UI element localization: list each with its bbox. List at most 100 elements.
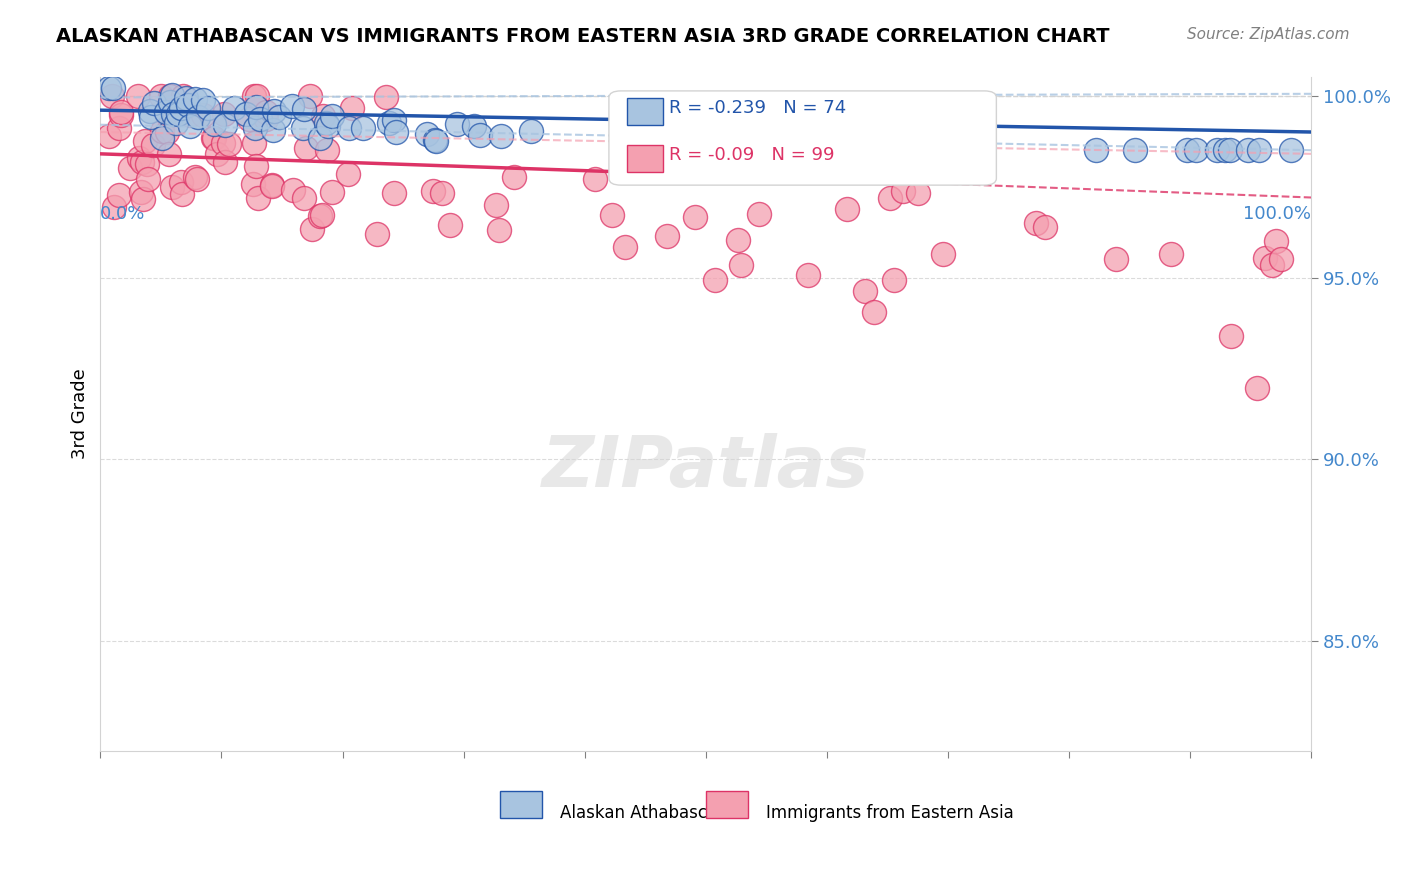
Point xyxy=(315,143,337,157)
Point xyxy=(312,109,335,123)
Point xyxy=(108,120,131,135)
Point xyxy=(352,121,374,136)
Point xyxy=(254,112,277,126)
Text: 0.0%: 0.0% xyxy=(100,205,146,223)
Point xyxy=(600,208,623,222)
Point xyxy=(879,190,901,204)
Point xyxy=(212,136,235,150)
Point xyxy=(375,90,398,104)
Point xyxy=(101,88,124,103)
Point xyxy=(139,111,162,125)
Point xyxy=(366,227,388,241)
Point xyxy=(187,111,209,125)
Text: Source: ZipAtlas.com: Source: ZipAtlas.com xyxy=(1187,27,1350,42)
Point xyxy=(157,146,180,161)
Point xyxy=(1270,252,1292,266)
Point xyxy=(150,88,173,103)
Point xyxy=(262,123,284,137)
Point xyxy=(179,108,201,122)
Point xyxy=(243,136,266,150)
Point xyxy=(214,155,236,169)
Point xyxy=(292,191,315,205)
Point xyxy=(1185,143,1208,157)
Point xyxy=(205,146,228,161)
Point xyxy=(891,184,914,198)
Point xyxy=(172,88,194,103)
Point xyxy=(254,104,277,119)
Text: R = -0.09   N = 99: R = -0.09 N = 99 xyxy=(669,146,835,164)
Point xyxy=(382,113,405,128)
Point xyxy=(1237,143,1260,157)
Point xyxy=(136,172,159,186)
Point xyxy=(202,130,225,145)
Point xyxy=(416,127,439,141)
Point xyxy=(246,88,269,103)
Point xyxy=(309,131,332,145)
Point xyxy=(110,105,132,120)
Point xyxy=(247,191,270,205)
Point xyxy=(1246,381,1268,395)
Point xyxy=(186,172,208,186)
Point xyxy=(262,178,284,193)
Point xyxy=(1084,143,1107,157)
Point xyxy=(704,273,727,287)
Point xyxy=(683,210,706,224)
Point xyxy=(166,116,188,130)
Point xyxy=(337,167,360,181)
Point xyxy=(883,143,905,157)
Point xyxy=(1105,252,1128,266)
Point xyxy=(655,229,678,244)
Point xyxy=(468,128,491,142)
Point xyxy=(184,170,207,185)
Point xyxy=(485,198,508,212)
Point xyxy=(378,115,401,129)
Point xyxy=(167,106,190,120)
Point xyxy=(155,125,177,139)
Point xyxy=(309,209,332,223)
Point xyxy=(860,135,883,149)
Point xyxy=(245,100,267,114)
Point xyxy=(1254,252,1277,266)
Point xyxy=(385,125,408,139)
Point xyxy=(321,185,343,199)
Point xyxy=(169,175,191,189)
Point xyxy=(1264,235,1286,249)
Point xyxy=(150,124,173,138)
Point xyxy=(160,88,183,103)
Point xyxy=(242,177,264,191)
Point xyxy=(425,134,447,148)
Point xyxy=(162,180,184,194)
Point xyxy=(910,143,932,157)
Point xyxy=(238,112,260,126)
Point xyxy=(245,159,267,173)
Point xyxy=(737,143,759,157)
Point xyxy=(1220,328,1243,343)
Point xyxy=(218,137,240,152)
Point xyxy=(97,81,120,95)
Point xyxy=(202,130,225,145)
Bar xyxy=(501,791,543,818)
Point xyxy=(135,157,157,171)
Point xyxy=(176,91,198,105)
Point xyxy=(150,131,173,145)
Point xyxy=(886,143,908,157)
Point xyxy=(131,154,153,169)
Text: ALASKAN ATHABASCAN VS IMMIGRANTS FROM EASTERN ASIA 3RD GRADE CORRELATION CHART: ALASKAN ATHABASCAN VS IMMIGRANTS FROM EA… xyxy=(56,27,1109,45)
Bar xyxy=(706,791,748,818)
Point xyxy=(281,99,304,113)
Point xyxy=(337,121,360,136)
Point xyxy=(883,273,905,287)
Point xyxy=(193,108,215,122)
Point xyxy=(214,118,236,132)
Point xyxy=(806,143,828,157)
Bar xyxy=(627,97,664,125)
Point xyxy=(128,152,150,166)
Point xyxy=(159,95,181,110)
Point xyxy=(249,112,271,126)
Point xyxy=(132,192,155,206)
Point xyxy=(463,119,485,133)
Point xyxy=(108,187,131,202)
Point xyxy=(430,186,453,200)
Point xyxy=(1033,220,1056,235)
Point xyxy=(97,128,120,143)
